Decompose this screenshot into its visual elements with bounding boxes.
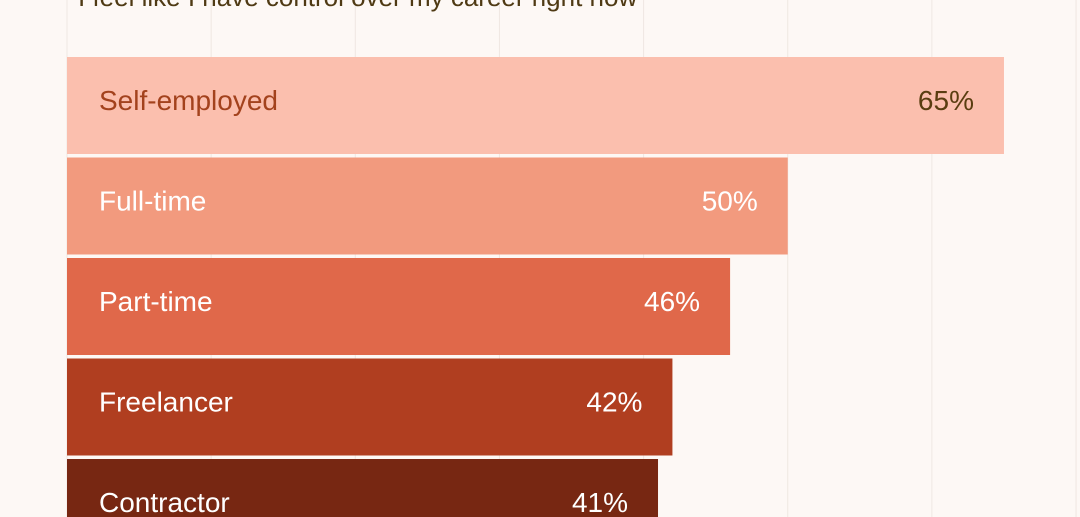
category-label: Full-time [99, 186, 206, 217]
category-label: Freelancer [99, 387, 233, 418]
category-label: Contractor [99, 487, 230, 517]
bar-self-employed [67, 57, 1004, 154]
bar-contractor [67, 459, 659, 517]
chart-title: I feel like I have control over my caree… [78, 0, 637, 13]
bar-full-time [67, 157, 788, 255]
value-label: 50% [702, 186, 758, 217]
value-label: 46% [644, 286, 700, 317]
bar-part-time [67, 258, 731, 355]
value-label: 41% [572, 487, 628, 517]
category-label: Self-employed [99, 85, 278, 116]
category-label: Part-time [99, 286, 213, 317]
value-label: 65% [918, 85, 974, 116]
value-label: 42% [586, 387, 642, 418]
bar-freelancer [67, 358, 673, 456]
